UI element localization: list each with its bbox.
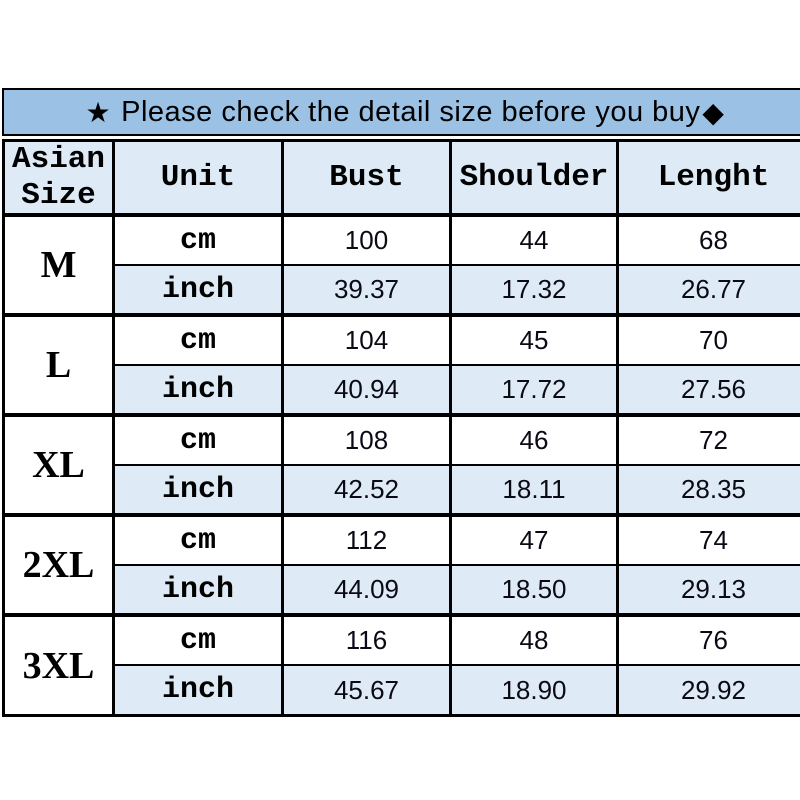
length-value: 29.92 — [616, 664, 800, 717]
length-value: 68 — [616, 213, 800, 267]
unit-label: cm — [112, 613, 284, 667]
unit-label: cm — [112, 213, 284, 267]
length-value: 70 — [616, 313, 800, 367]
table-row: 2XL cm 112 47 74 — [2, 513, 800, 617]
length-value: 74 — [616, 513, 800, 567]
size-label-2xl: 2XL — [2, 513, 115, 617]
bust-value: 45.67 — [281, 664, 452, 717]
shoulder-value: 18.50 — [449, 564, 619, 617]
length-value: 76 — [616, 613, 800, 667]
table-row: inch 45.67 18.90 29.92 — [4, 664, 800, 717]
shoulder-value: 46 — [449, 413, 619, 467]
shoulder-value: 17.32 — [449, 264, 619, 317]
table-row: inch 39.37 17.32 26.77 — [4, 264, 800, 317]
shoulder-value: 44 — [449, 213, 619, 267]
table-row: XL cm 108 46 72 — [2, 413, 800, 517]
table-row: inch 40.94 17.72 27.56 — [4, 364, 800, 417]
size-label-xl: XL — [2, 413, 115, 517]
banner-text: Please check the detail size before you … — [121, 95, 701, 128]
table-row: 3XL cm 116 48 76 — [2, 613, 800, 717]
bust-value: 104 — [281, 313, 452, 367]
size-label-m: M — [2, 213, 115, 317]
bust-value: 112 — [281, 513, 452, 567]
unit-label: inch — [112, 264, 284, 317]
unit-label: inch — [112, 364, 284, 417]
col-header-unit: Unit — [112, 139, 284, 218]
shoulder-value: 18.11 — [449, 464, 619, 517]
bust-value: 39.37 — [281, 264, 452, 317]
shoulder-value: 45 — [449, 313, 619, 367]
star-icon: ★ — [85, 96, 112, 128]
diamond-icon: ◆ — [702, 96, 725, 128]
length-value: 29.13 — [616, 564, 800, 617]
unit-label: cm — [112, 413, 284, 467]
bust-value: 116 — [281, 613, 452, 667]
table-row: L cm 104 45 70 — [2, 313, 800, 417]
shoulder-value: 48 — [449, 613, 619, 667]
col-header-lenght: Lenght — [616, 139, 800, 218]
table-row: M cm 100 44 68 — [2, 213, 800, 317]
length-value: 26.77 — [616, 264, 800, 317]
length-value: 72 — [616, 413, 800, 467]
unit-label: cm — [112, 513, 284, 567]
table-row: inch 44.09 18.50 29.13 — [4, 564, 800, 617]
size-table: Asian Size Unit Bust Shoulder Lenght M c… — [2, 139, 800, 717]
bust-value: 40.94 — [281, 364, 452, 417]
bust-value: 100 — [281, 213, 452, 267]
header-row: Asian Size Unit Bust Shoulder Lenght — [2, 139, 800, 218]
col-header-bust: Bust — [281, 139, 452, 218]
bust-value: 108 — [281, 413, 452, 467]
size-label-3xl: 3XL — [2, 613, 115, 717]
col-header-shoulder: Shoulder — [449, 139, 619, 218]
unit-label: cm — [112, 313, 284, 367]
unit-label: inch — [112, 664, 284, 717]
notice-banner: ★ Please check the detail size before yo… — [2, 88, 800, 136]
size-chart: ★ Please check the detail size before yo… — [2, 88, 800, 717]
size-label-l: L — [2, 313, 115, 417]
unit-label: inch — [112, 564, 284, 617]
length-value: 28.35 — [616, 464, 800, 517]
shoulder-value: 17.72 — [449, 364, 619, 417]
unit-label: inch — [112, 464, 284, 517]
table-row: inch 42.52 18.11 28.35 — [4, 464, 800, 517]
bust-value: 42.52 — [281, 464, 452, 517]
shoulder-value: 18.90 — [449, 664, 619, 717]
col-header-asian-size: Asian Size — [2, 139, 115, 218]
bust-value: 44.09 — [281, 564, 452, 617]
length-value: 27.56 — [616, 364, 800, 417]
shoulder-value: 47 — [449, 513, 619, 567]
